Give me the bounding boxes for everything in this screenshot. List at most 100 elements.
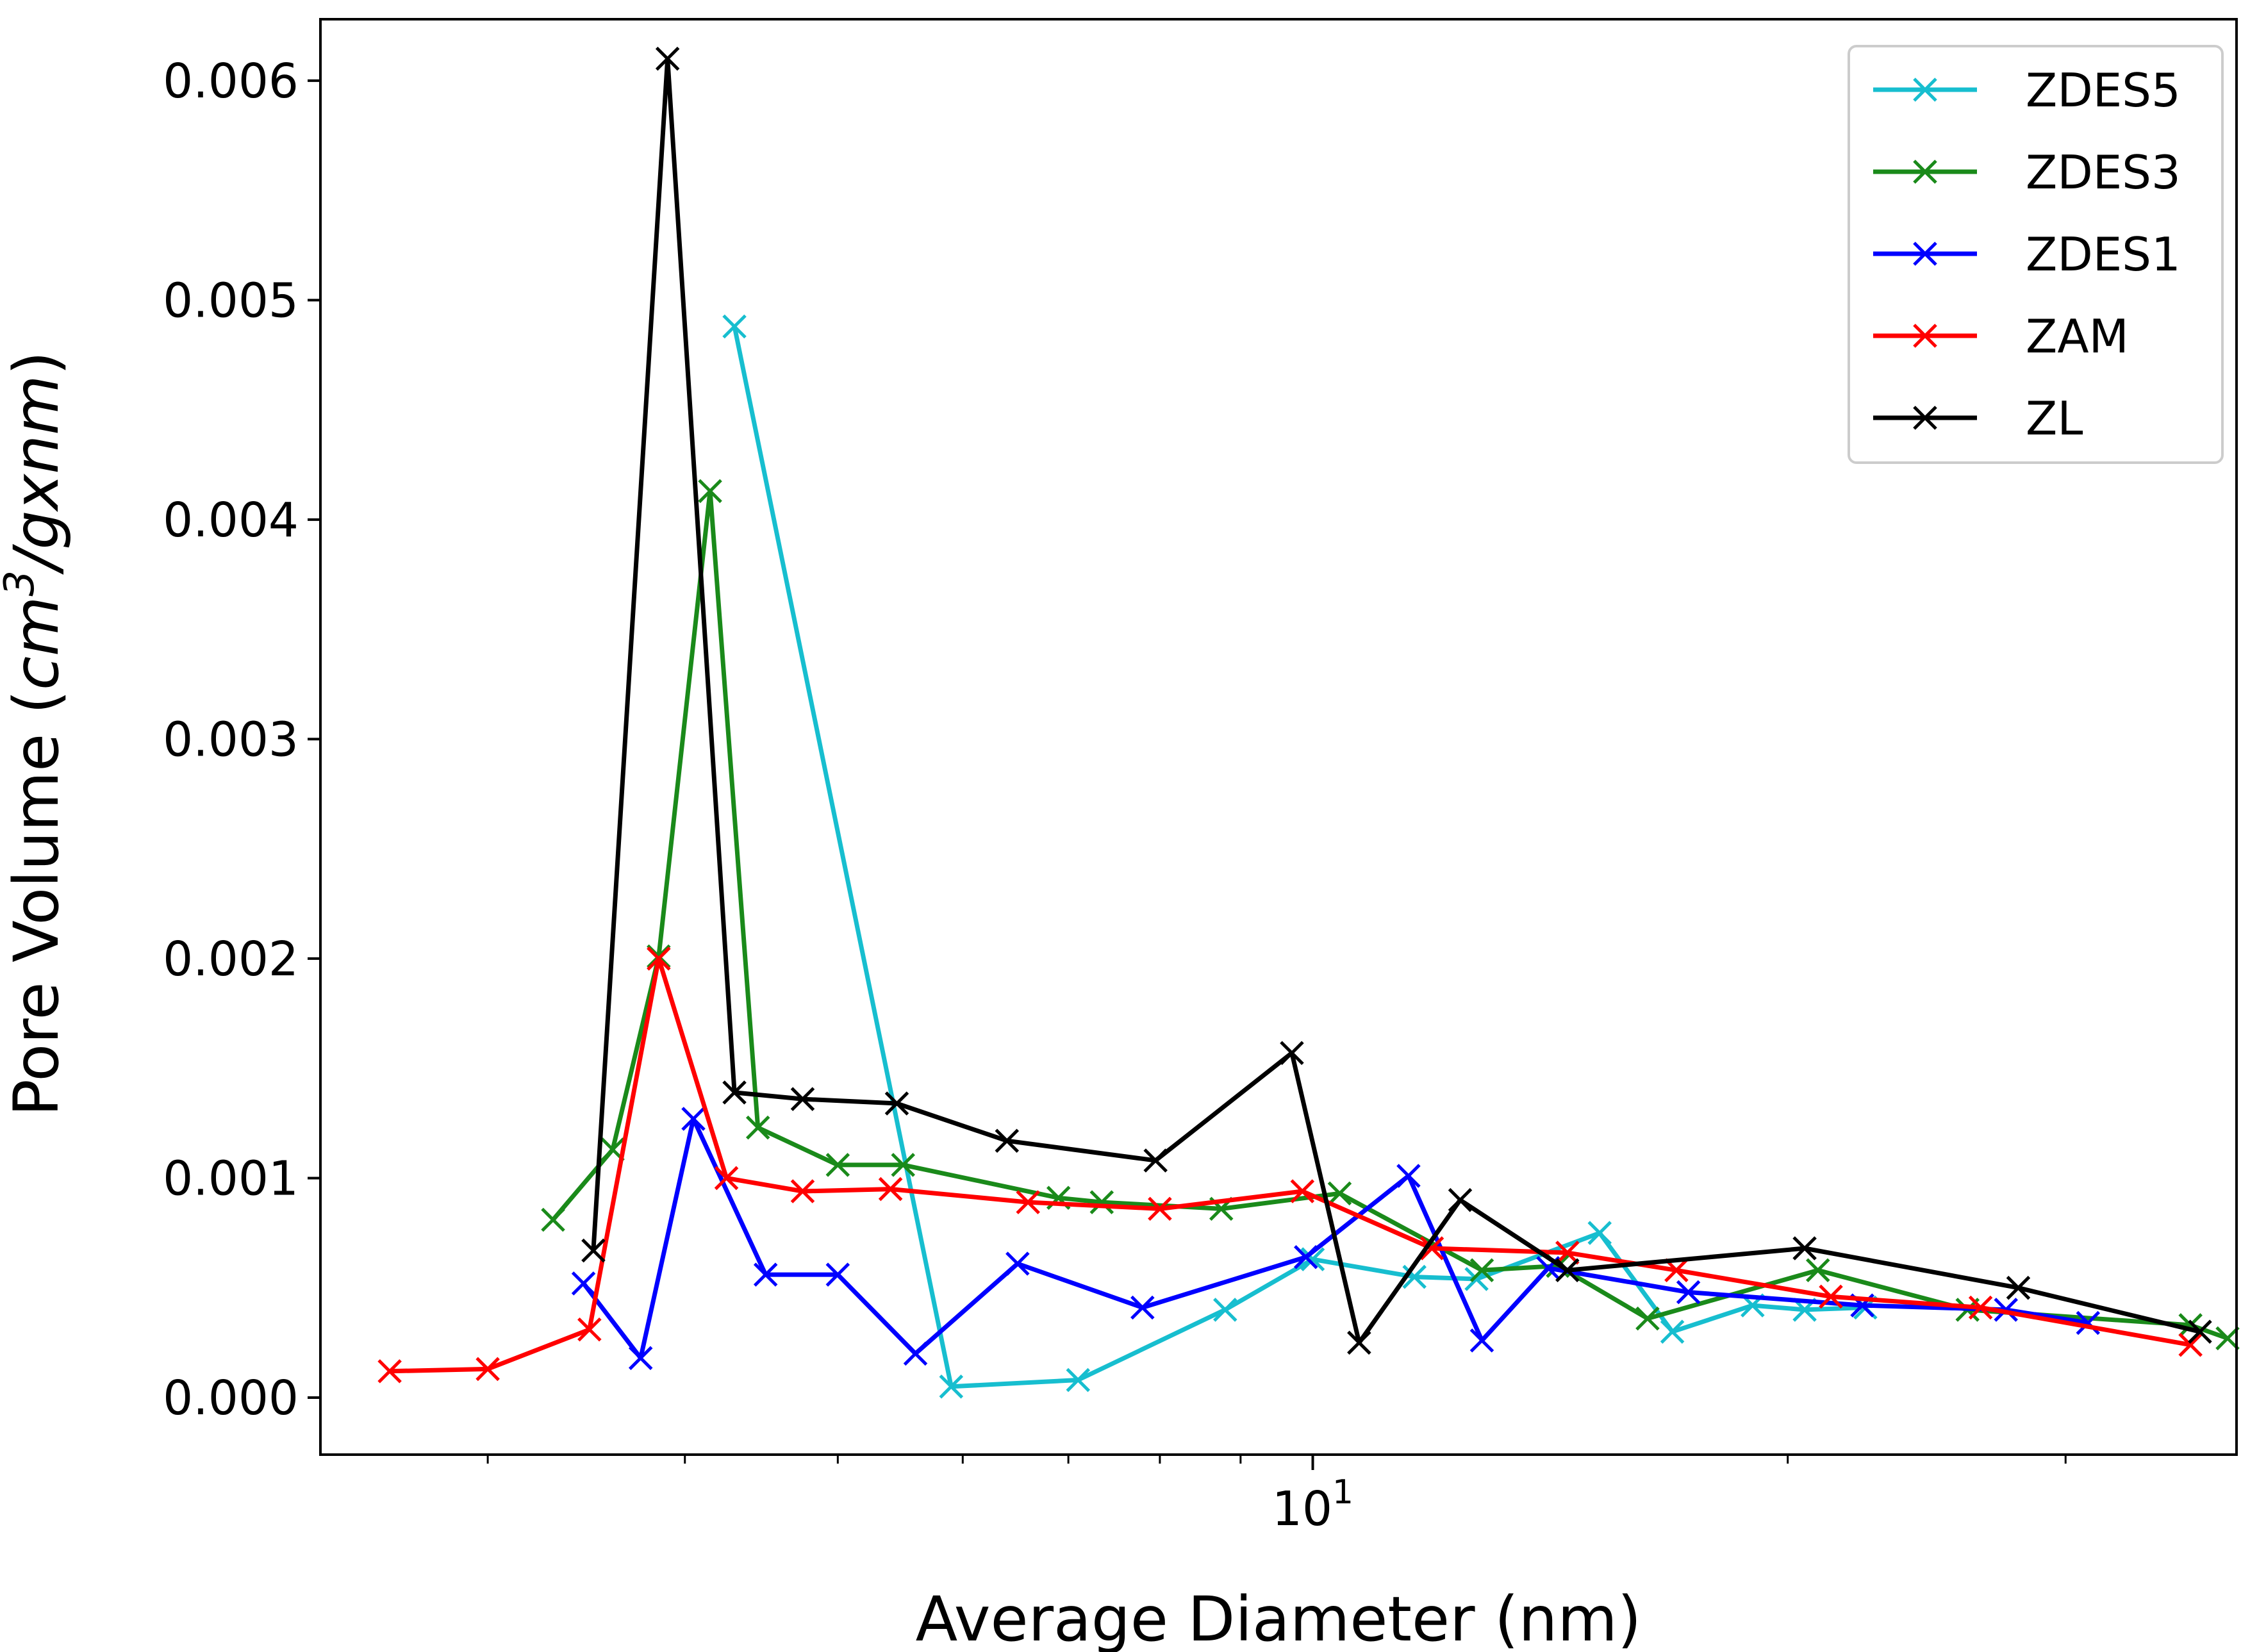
data-point-marker [1469,1258,1494,1283]
data-point-marker [1469,1328,1494,1353]
series-layer [377,46,2240,1399]
x-axis-title: Average Diameter (nm) [916,1583,1642,1652]
legend-entry-zam: ZAM [1873,310,2129,363]
data-point-marker [1819,1284,1843,1309]
data-point-marker [1555,1258,1580,1283]
data-point-marker [878,1177,903,1202]
data-point-marker [714,1166,739,1191]
data-point-marker [1555,1241,1580,1265]
data-point-marker [1148,1196,1172,1221]
data-point-marker [476,1357,500,1382]
data-point-marker [655,46,680,71]
legend-label: ZAM [2026,310,2129,363]
data-point-marker [722,1080,747,1105]
data-point-marker [577,1317,602,1342]
y-axis-title-suffix: ) [1,351,72,375]
data-point-marker [1213,1298,1237,1322]
data-point-marker [1660,1319,1685,1344]
data-point-marker [581,1238,606,1263]
data-point-marker [1419,1236,1444,1260]
data-point-marker [1143,1148,1168,1173]
legend-swatch-marker [1913,160,1937,184]
data-point-marker [2215,1326,2240,1351]
series-zl [581,46,2212,1355]
plot-area-frame [319,18,2238,1456]
data-point-marker [377,1359,402,1384]
data-point-marker [995,1128,1020,1153]
data-point-marker [681,1107,706,1131]
data-point-marker [1300,1247,1325,1271]
legend-entry-zl: ZL [1873,392,2083,445]
data-point-marker [1587,1221,1612,1245]
data-point-marker [722,314,747,339]
data-point-marker [903,1341,928,1366]
data-point-marker [628,1346,653,1371]
data-point-marker [1792,1236,1817,1260]
data-point-marker [939,1375,964,1399]
data-point-marker [745,1115,770,1140]
data-point-marker [1994,1298,2018,1322]
series-line-zdes1 [581,1116,2088,1360]
legend-swatch-marker [1913,406,1937,430]
data-point-marker [571,1271,596,1296]
data-point-marker [1016,1190,1040,1214]
data-point-marker [1402,1264,1427,1289]
data-point-marker [1635,1306,1660,1331]
data-point-marker [825,1153,850,1177]
data-point-marker [1676,1280,1701,1305]
data-point-marker [1294,1244,1318,1269]
data-point-marker [790,1179,815,1203]
y-tick-label: 0.000 [163,1371,299,1426]
y-tick-label: 0.006 [163,54,299,109]
data-point-marker [541,1207,565,1232]
legend-box [1848,45,2224,464]
legend-entry-zdes3: ZDES3 [1873,145,2181,199]
y-axis-title-unit-exp: 3 [0,570,44,597]
legend-label: ZDES1 [2026,227,2181,281]
series-line-zl [591,56,2201,1345]
data-point-marker [1066,1367,1091,1392]
y-tick-label: 0.001 [163,1151,299,1206]
data-point-marker [753,1262,778,1287]
y-tick-label: 0.004 [163,493,299,548]
legend: ZDES5 ZDES3 ZDES1 ZAM ZL [1848,45,2224,464]
y-axis-title-prefix: Pore Volume ( [1,690,72,1116]
x-tick-label: 101 [1272,1473,1353,1537]
data-point-marker [790,1087,815,1111]
data-point-marker [2188,1319,2212,1344]
data-point-marker [1448,1187,1473,1212]
series-line-zam [390,956,2191,1374]
data-point-marker [1130,1295,1155,1320]
legend-label: ZDES3 [2026,145,2181,199]
data-point-marker [891,1153,916,1177]
x-tick-label-exponent: 1 [1332,1473,1353,1512]
y-axis-title: Pore Volume (cm3/gxnm) [0,351,72,1116]
data-point-marker [1396,1164,1421,1188]
data-point-marker [2006,1275,2031,1300]
y-tick-label: 0.003 [163,712,299,767]
data-point-marker [1327,1181,1352,1206]
data-point-marker [1005,1251,1030,1276]
y-tick-label: 0.002 [163,932,299,987]
data-point-marker [698,479,722,504]
x-tick-label-base: 10 [1272,1482,1332,1537]
legend-label: ZL [2026,392,2083,445]
y-tick-label: 0.005 [163,273,299,328]
tick-layer: 0.000 0.001 0.002 0.003 0.004 0.005 0.006 101 [163,54,2067,1537]
data-point-marker [2178,1332,2203,1357]
legend-swatch-marker [1913,242,1937,266]
data-point-marker [1089,1190,1114,1214]
series-line-zdes5 [732,326,1866,1389]
data-point-marker [1280,1041,1304,1065]
data-point-marker [647,946,671,971]
legend-swatch-marker [1913,78,1937,102]
legend-swatch-marker [1913,324,1937,348]
data-point-marker [825,1262,850,1287]
legend-entry-zdes5: ZDES5 [1873,63,2181,117]
legend-label: ZDES5 [2026,63,2181,117]
data-point-marker [1805,1258,1830,1283]
data-point-marker [1290,1179,1315,1203]
data-point-marker [884,1091,909,1116]
y-axis-title-unit-base: cm [1,597,72,690]
